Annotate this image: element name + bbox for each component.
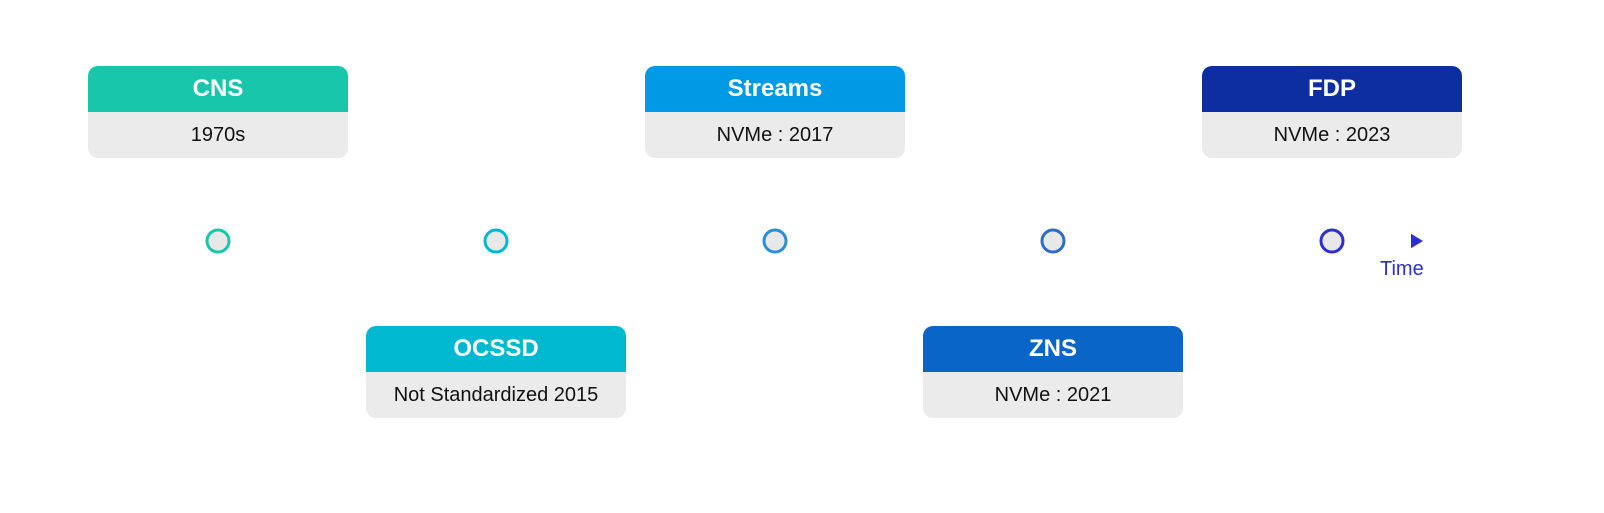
card-title: OCSSD bbox=[366, 326, 626, 372]
card-title: FDP bbox=[1202, 66, 1462, 112]
card-subtitle: NVMe : 2023 bbox=[1202, 112, 1462, 158]
card-subtitle: Not Standardized 2015 bbox=[366, 372, 626, 418]
timeline-card-streams: StreamsNVMe : 2017 bbox=[645, 66, 905, 158]
timeline-diagram: { "diagram": { "type": "timeline", "canv… bbox=[0, 0, 1604, 513]
timeline-dot-fdp bbox=[1321, 230, 1343, 252]
timeline-card-zns: ZNSNVMe : 2021 bbox=[923, 326, 1183, 418]
timeline-dot-cns bbox=[207, 230, 229, 252]
card-subtitle: NVMe : 2021 bbox=[923, 372, 1183, 418]
card-subtitle: 1970s bbox=[88, 112, 348, 158]
card-title: ZNS bbox=[923, 326, 1183, 372]
timeline-dot-zns bbox=[1042, 230, 1064, 252]
card-title: Streams bbox=[645, 66, 905, 112]
timeline-card-ocssd: OCSSDNot Standardized 2015 bbox=[366, 326, 626, 418]
timeline-card-cns: CNS1970s bbox=[88, 66, 348, 158]
timeline-card-fdp: FDPNVMe : 2023 bbox=[1202, 66, 1462, 158]
axis-label-time: Time bbox=[1380, 258, 1424, 281]
card-title: CNS bbox=[88, 66, 348, 112]
timeline-dot-ocssd bbox=[485, 230, 507, 252]
timeline-dot-streams bbox=[764, 230, 786, 252]
card-subtitle: NVMe : 2017 bbox=[645, 112, 905, 158]
